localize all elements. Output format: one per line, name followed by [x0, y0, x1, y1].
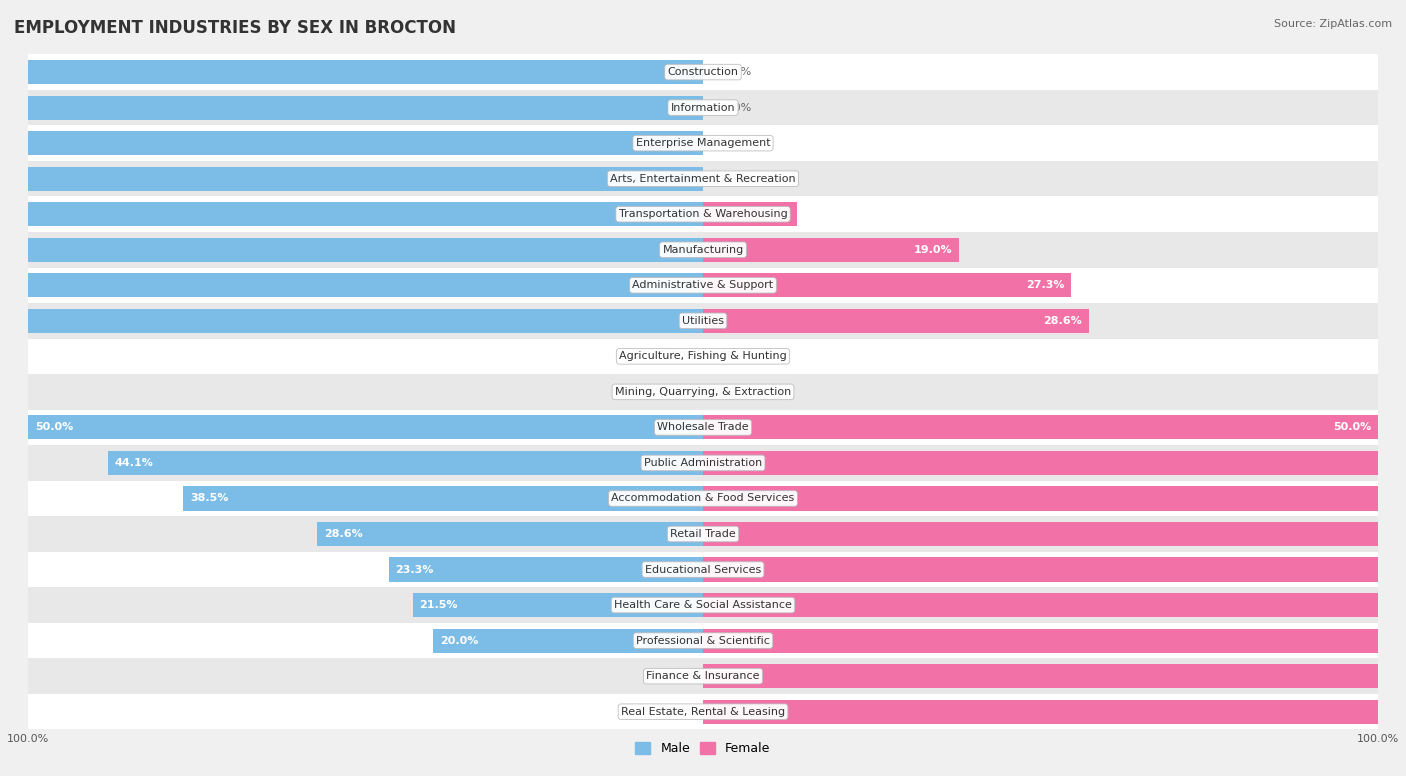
Bar	[28, 161, 1378, 196]
Bar	[28, 694, 1378, 729]
Bar	[703, 629, 1406, 653]
Bar	[703, 522, 1406, 546]
Bar	[28, 303, 1378, 338]
Text: Source: ZipAtlas.com: Source: ZipAtlas.com	[1274, 19, 1392, 29]
Bar	[28, 658, 1378, 694]
Bar	[703, 309, 1090, 333]
Text: 7.0%: 7.0%	[761, 210, 790, 219]
Bar	[388, 557, 703, 582]
Text: Information: Information	[671, 102, 735, 113]
Bar	[703, 664, 1406, 688]
Text: Mining, Quarrying, & Extraction: Mining, Quarrying, & Extraction	[614, 387, 792, 397]
Bar	[703, 700, 1406, 724]
Text: 100.0%: 100.0%	[710, 138, 752, 148]
Bar	[0, 237, 703, 262]
Bar	[28, 445, 1378, 480]
Bar	[433, 629, 703, 653]
Text: 0.0%: 0.0%	[710, 352, 738, 362]
Bar	[0, 202, 703, 227]
Text: 28.6%: 28.6%	[1043, 316, 1083, 326]
Text: Accommodation & Food Services: Accommodation & Food Services	[612, 494, 794, 504]
Bar	[28, 374, 1378, 410]
Bar	[703, 202, 797, 227]
Text: Agriculture, Fishing & Hunting: Agriculture, Fishing & Hunting	[619, 352, 787, 362]
Text: 21.5%: 21.5%	[419, 600, 458, 610]
Text: Enterprise Management: Enterprise Management	[636, 138, 770, 148]
Bar	[28, 126, 1378, 161]
Bar	[28, 268, 1378, 303]
Text: Manufacturing: Manufacturing	[662, 244, 744, 255]
Bar	[703, 593, 1406, 617]
Text: 38.5%: 38.5%	[190, 494, 228, 504]
Text: 20.0%: 20.0%	[440, 636, 478, 646]
Bar	[28, 480, 1378, 516]
Bar	[0, 273, 703, 297]
Bar	[28, 196, 1378, 232]
Text: 0.0%: 0.0%	[710, 387, 738, 397]
Bar	[28, 552, 1378, 587]
Text: Real Estate, Rental & Leasing: Real Estate, Rental & Leasing	[621, 707, 785, 717]
Text: 100.0%: 100.0%	[710, 174, 752, 184]
Text: Finance & Insurance: Finance & Insurance	[647, 671, 759, 681]
Text: Educational Services: Educational Services	[645, 565, 761, 574]
Text: 27.3%: 27.3%	[1026, 280, 1064, 290]
Bar	[0, 60, 703, 84]
Text: EMPLOYMENT INDUSTRIES BY SEX IN BROCTON: EMPLOYMENT INDUSTRIES BY SEX IN BROCTON	[14, 19, 456, 37]
Text: Construction: Construction	[668, 67, 738, 77]
Text: Arts, Entertainment & Recreation: Arts, Entertainment & Recreation	[610, 174, 796, 184]
Bar	[183, 487, 703, 511]
Bar	[28, 54, 1378, 90]
Text: 19.0%: 19.0%	[914, 244, 953, 255]
Text: 100.0%: 100.0%	[710, 67, 752, 77]
Text: 44.1%: 44.1%	[114, 458, 153, 468]
Text: 28.6%: 28.6%	[323, 529, 363, 539]
Text: 50.0%: 50.0%	[1333, 422, 1371, 432]
Text: 50.0%: 50.0%	[35, 422, 73, 432]
Bar	[28, 338, 1378, 374]
Text: Health Care & Social Assistance: Health Care & Social Assistance	[614, 600, 792, 610]
Bar	[703, 487, 1406, 511]
Text: Public Administration: Public Administration	[644, 458, 762, 468]
Text: 0.0%: 0.0%	[668, 387, 696, 397]
Bar	[0, 131, 703, 155]
Bar	[0, 95, 703, 120]
Legend: Male, Female: Male, Female	[630, 737, 776, 760]
Bar	[703, 273, 1071, 297]
Bar	[28, 623, 1378, 658]
Text: Utilities: Utilities	[682, 316, 724, 326]
Bar	[0, 167, 703, 191]
Bar	[28, 410, 1378, 445]
Text: 0.0%: 0.0%	[668, 671, 696, 681]
Text: 23.3%: 23.3%	[395, 565, 433, 574]
Bar	[28, 587, 1378, 623]
Bar	[703, 415, 1378, 439]
Bar	[703, 451, 1406, 475]
Bar	[703, 237, 959, 262]
Bar	[108, 451, 703, 475]
Text: Administrative & Support: Administrative & Support	[633, 280, 773, 290]
Bar	[28, 232, 1378, 268]
Text: 0.0%: 0.0%	[668, 352, 696, 362]
Bar	[413, 593, 703, 617]
Text: Professional & Scientific: Professional & Scientific	[636, 636, 770, 646]
Bar	[28, 415, 703, 439]
Text: Transportation & Warehousing: Transportation & Warehousing	[619, 210, 787, 219]
Text: Retail Trade: Retail Trade	[671, 529, 735, 539]
Bar	[0, 309, 703, 333]
Text: 0.0%: 0.0%	[668, 707, 696, 717]
Text: 100.0%: 100.0%	[710, 102, 752, 113]
Bar	[703, 557, 1406, 582]
Bar	[28, 516, 1378, 552]
Text: Wholesale Trade: Wholesale Trade	[657, 422, 749, 432]
Bar	[316, 522, 703, 546]
Bar	[28, 90, 1378, 126]
